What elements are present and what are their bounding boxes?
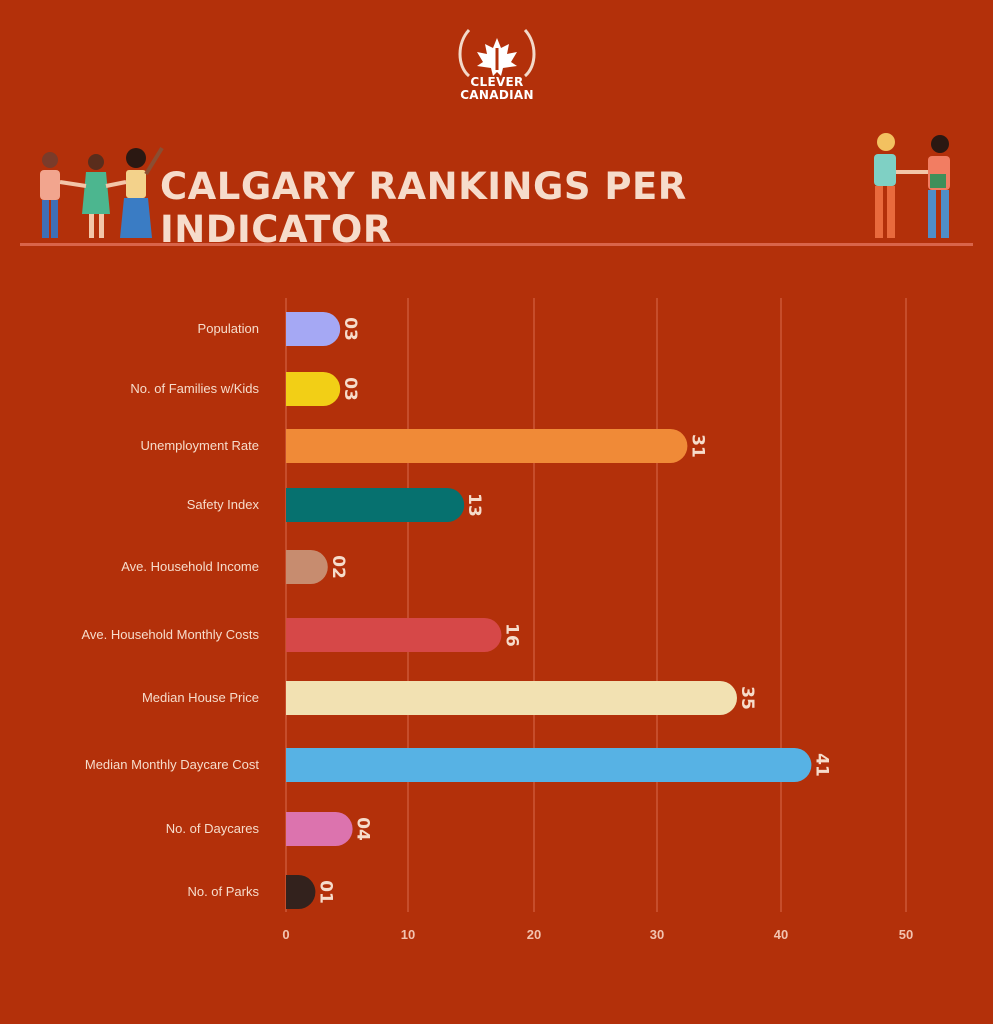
logo-text: CLEVER CANADIAN	[430, 76, 564, 102]
header-divider	[20, 243, 973, 246]
value-label-9: 04	[353, 817, 373, 841]
value-label-4: 13	[464, 493, 484, 517]
grid	[285, 298, 907, 912]
bar-3	[286, 429, 688, 463]
bar-4	[286, 488, 465, 522]
logo-line-1: CLEVER	[470, 75, 524, 89]
clever-canadian-logo	[458, 28, 536, 78]
x-tick-30: 30	[650, 927, 664, 942]
value-label-5: 02	[328, 555, 348, 579]
bar-2	[286, 372, 341, 406]
x-axis-ticks: 0 10 20 30 40 50	[282, 927, 913, 942]
category-label-4: Safety Index	[187, 497, 260, 512]
value-label-1: 03	[340, 317, 360, 341]
adults-illustration	[874, 133, 950, 238]
category-label-3: Unemployment Rate	[141, 438, 260, 453]
category-label-9: No. of Daycares	[166, 821, 260, 836]
category-label-10: No. of Parks	[187, 884, 259, 899]
logo-line-2: CANADIAN	[460, 88, 534, 102]
value-label-8: 41	[811, 753, 831, 777]
value-label-2: 03	[340, 377, 360, 401]
bar-8	[286, 748, 812, 782]
bar-10	[286, 875, 316, 909]
bar-6	[286, 618, 502, 652]
category-label-7: Median House Price	[142, 690, 259, 705]
bar-9	[286, 812, 353, 846]
x-tick-50: 50	[899, 927, 913, 942]
x-tick-20: 20	[527, 927, 541, 942]
value-label-3: 31	[687, 434, 707, 458]
bar-5	[286, 550, 328, 584]
value-label-10: 01	[315, 880, 335, 904]
category-label-5: Ave. Household Income	[121, 559, 259, 574]
category-label-6: Ave. Household Monthly Costs	[81, 627, 259, 642]
category-label-2: No. of Families w/Kids	[130, 381, 259, 396]
category-label-1: Population	[198, 321, 259, 336]
category-label-8: Median Monthly Daycare Cost	[85, 757, 260, 772]
value-label-7: 35	[737, 686, 757, 710]
category-labels: Population No. of Families w/Kids Unemploy…	[81, 321, 259, 899]
bar-1	[286, 312, 341, 346]
bar-7	[286, 681, 737, 715]
value-label-6: 16	[501, 623, 521, 647]
x-tick-0: 0	[282, 927, 289, 942]
x-tick-10: 10	[401, 927, 415, 942]
children-illustration	[40, 146, 164, 238]
x-tick-40: 40	[774, 927, 788, 942]
bars: 03 03 31 13 02 16 35 41 04 01	[286, 312, 831, 909]
